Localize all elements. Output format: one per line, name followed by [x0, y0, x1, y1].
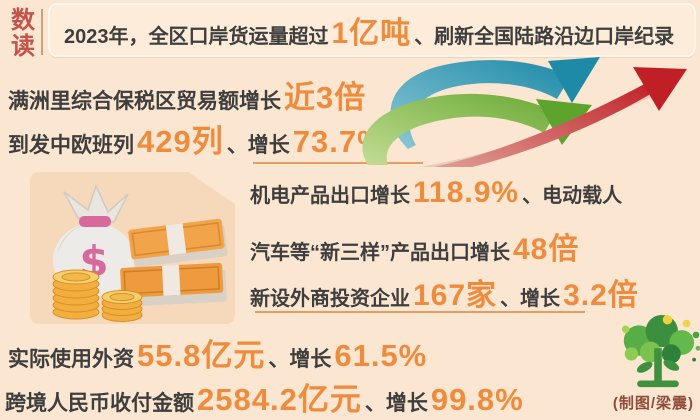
- masthead-label: 数 读: [6, 8, 40, 60]
- stat-highlight: 429列: [137, 124, 224, 159]
- stat-text: 满洲里综合保税区贸易额增长: [8, 90, 281, 113]
- headline-box: 2023年，全区口岸货运量超过 1亿吨 、刷新全国陆路沿边口岸纪录: [48, 3, 696, 57]
- stat-highlight: 61.5%: [334, 338, 428, 373]
- stat-highlight: 近3倍: [284, 80, 367, 115]
- divider-line: [253, 162, 423, 164]
- masthead-char-bottom: 读: [11, 33, 35, 60]
- divider-line: [255, 311, 585, 313]
- stat-text: 新设外商投资企业: [250, 288, 410, 310]
- stat-bonded-zone: 满洲里综合保税区贸易额增长近3倍: [8, 72, 369, 117]
- stat-highlight: 3.2倍: [563, 279, 639, 312]
- headline-suffix: 、刷新全国陆路沿边口岸纪录: [414, 26, 675, 48]
- headline-highlight: 1亿吨: [331, 17, 412, 50]
- headline-prefix: 2023年，全区口岸货运量超过: [64, 26, 329, 48]
- headline-text: 2023年，全区口岸货运量超过 1亿吨 、刷新全国陆路沿边口岸纪录: [64, 8, 674, 52]
- stat-china-europe-trains: 到发中欧班列429列 、增长73.7%: [8, 116, 389, 161]
- stat-text: 机电产品出口增长: [250, 185, 410, 207]
- stat-text: 、电动载人: [522, 185, 623, 207]
- stat-mech-exports: 机电产品出口增长 118.9% 、电动载人: [250, 176, 622, 210]
- stat-text: 实际使用外资: [8, 348, 134, 371]
- stat-rmb-settlement: 跨境人民币收付金额2584.2亿元 、增长99.8%: [5, 374, 527, 419]
- money-bag-coins-banknotes-icon: $: [30, 172, 235, 324]
- green-tree-icon: [612, 314, 700, 390]
- masthead-char-top: 数: [11, 7, 35, 34]
- stat-highlight: 118.9%: [413, 176, 520, 209]
- stat-text: 、增长: [268, 348, 332, 371]
- stat-text: 跨境人民币收付金额: [5, 392, 194, 415]
- stat-text: 、增长: [364, 392, 428, 415]
- stat-text: 到发中欧班列: [8, 134, 134, 157]
- upward-trend-arrows-icon: [350, 55, 695, 175]
- stat-text: 、增长: [226, 134, 290, 157]
- stat-foreign-capital: 实际使用外资55.8亿元 、增长61.5%: [8, 330, 430, 375]
- stat-highlight: 48倍: [513, 233, 580, 266]
- stat-new-three-exports: 汽车等“新三样”产品出口增长 48倍: [250, 224, 582, 268]
- credit-label: (制图/梁震): [612, 395, 694, 412]
- stat-foreign-firms: 新设外商投资企业 167家 、增长 3.2倍: [250, 270, 642, 314]
- stat-highlight: 55.8亿元: [137, 338, 266, 373]
- stat-text: 汽车等“新三样”产品出口增长: [250, 242, 510, 264]
- masthead-divider: [41, 9, 43, 55]
- stat-highlight: 2584.2亿元: [197, 382, 362, 417]
- stat-text: 、增长: [500, 288, 561, 310]
- stat-highlight: 167家: [413, 279, 498, 312]
- stat-highlight: 99.8%: [430, 382, 524, 417]
